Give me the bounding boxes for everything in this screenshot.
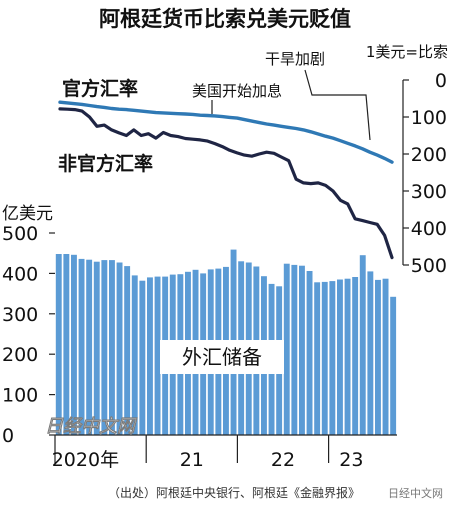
reserve-bar: [321, 281, 328, 435]
left-tick-label: 200: [2, 344, 38, 366]
reserve-bar: [93, 261, 100, 435]
reserve-bar: [314, 282, 321, 435]
reserve-bar: [291, 264, 298, 435]
official-rate-line: [58, 100, 394, 164]
reserve-bar: [124, 266, 131, 435]
reserve-bar: [329, 281, 336, 435]
reserves-axis-title: 亿美元: [2, 204, 53, 224]
reserve-bar: [283, 263, 290, 435]
reserve-bar: [375, 279, 381, 435]
reserve-bar: [367, 271, 374, 435]
right-tick-label: 0: [435, 70, 447, 92]
x-tick-label: 22: [271, 449, 295, 471]
reserve-bar: [344, 278, 351, 435]
unofficial-rate-line: [58, 107, 394, 260]
right-tick-label: 100: [411, 107, 447, 129]
x-tick-label: 2020年: [52, 449, 119, 471]
unofficial-rate-label: 非官方汇率: [58, 152, 153, 175]
x-tick-label: 21: [180, 449, 204, 471]
reserve-bar: [390, 296, 397, 435]
annotation-drought: 干旱加剧: [265, 50, 325, 68]
exchange-rate-axis-title: 1美元=比索: [366, 43, 448, 61]
right-tick-label: 300: [411, 181, 447, 203]
reserve-bar: [71, 254, 77, 435]
reserve-bar: [382, 278, 389, 435]
right-tick-label: 200: [411, 144, 447, 166]
reserve-bar: [86, 259, 93, 435]
left-tick-label: 500: [2, 223, 38, 245]
wechat-badge: 日经中文网: [388, 486, 443, 500]
right-tick-label: 500: [411, 255, 447, 277]
annotation-drought-leader: [304, 69, 371, 141]
reserve-bar: [299, 265, 305, 435]
reserves-label: 外汇储备: [182, 345, 262, 369]
reserve-bar: [147, 277, 153, 435]
watermark: 日经中文网: [45, 416, 138, 437]
reserve-bar: [306, 271, 313, 435]
annotation-rate-hike: 美国开始加息: [192, 82, 282, 100]
reserve-bar: [78, 258, 85, 435]
reserve-bar: [55, 254, 62, 435]
official-rate-label: 官方汇率: [62, 77, 138, 100]
reserve-bar: [116, 262, 123, 435]
left-tick-label: 100: [2, 385, 38, 407]
x-tick-label: 23: [339, 449, 363, 471]
reserves-label-box: [160, 340, 284, 374]
left-tick-label: 300: [2, 304, 38, 326]
reserve-bar: [101, 260, 108, 435]
left-tick-label: 0: [2, 425, 14, 447]
chart-title: 阿根廷货币比索兑美元贬值: [99, 7, 351, 31]
right-tick-label: 400: [411, 218, 447, 240]
reserve-bar: [139, 280, 146, 435]
reserve-bar: [131, 275, 138, 435]
reserve-bar: [359, 255, 366, 435]
reserve-bar: [63, 254, 70, 435]
source-note: （出处）阿根廷中央银行、阿根廷《金融界报》: [108, 485, 360, 500]
reserve-bar: [109, 260, 115, 435]
reserve-bar: [337, 279, 343, 435]
reserve-bar: [154, 276, 161, 435]
reserve-bar: [352, 277, 359, 435]
left-tick-label: 400: [2, 263, 38, 285]
